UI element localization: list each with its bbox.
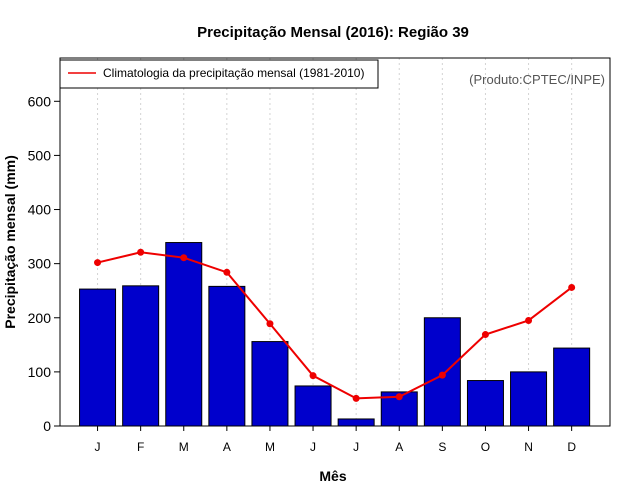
x-tick-label: F (137, 440, 144, 454)
climatology-point (266, 320, 274, 328)
climatology-point (438, 371, 446, 379)
bars (79, 242, 591, 427)
x-tick-label: D (567, 440, 576, 454)
y-axis-label: Precipitação mensal (mm) (2, 155, 18, 329)
x-tick-label: N (524, 440, 533, 454)
climatology-point (352, 394, 360, 402)
x-tick-label: J (310, 440, 316, 454)
y-tick-label: 500 (28, 147, 52, 163)
bar (208, 285, 246, 427)
climatology-point (309, 372, 317, 380)
climatology-line (94, 248, 576, 402)
bar (122, 285, 160, 427)
x-tick-label: J (95, 440, 101, 454)
bar (510, 371, 548, 427)
bar (165, 242, 203, 427)
y-tick-label: 400 (28, 202, 52, 218)
climatology-point (223, 268, 231, 276)
legend: Climatologia da precipitação mensal (198… (59, 59, 379, 89)
climatology-point (94, 259, 102, 267)
x-tick-label: M (179, 440, 189, 454)
x-tick-label: S (438, 440, 446, 454)
y-tick-label: 300 (28, 256, 52, 272)
climatology-point (180, 254, 188, 262)
climatology-polyline (97, 251, 573, 400)
x-tick-label: O (481, 440, 490, 454)
x-tick-label: A (223, 440, 231, 454)
bar (553, 347, 591, 427)
climatology-point (395, 393, 403, 401)
axes: 0 100 200 300 400 500 600 J F M A M J J A S O N D (28, 57, 611, 454)
climatology-point (137, 248, 145, 256)
climatology-point (568, 283, 576, 291)
x-tick-label: J (353, 440, 359, 454)
x-axis-label: Mês (319, 468, 346, 484)
bar (466, 380, 504, 427)
legend-box (59, 59, 379, 89)
source-annotation: (Produto:CPTEC/INPE) (469, 72, 605, 87)
x-tick-label: M (265, 440, 275, 454)
bar (294, 385, 332, 427)
y-tick-label: 0 (43, 418, 51, 434)
bar (337, 418, 375, 427)
legend-entry: Climatologia da precipitação mensal (198… (103, 66, 364, 80)
y-tick-label: 200 (28, 310, 52, 326)
bar (251, 341, 289, 427)
chart-title: Precipitação Mensal (2016): Região 39 (197, 24, 469, 41)
y-tick-label: 100 (28, 364, 52, 380)
x-tick-label: A (395, 440, 403, 454)
plot-frame (59, 57, 611, 427)
climatology-point (481, 331, 489, 339)
bar (79, 288, 117, 427)
climatology-point (525, 316, 533, 324)
y-tick-label: 600 (28, 93, 52, 109)
